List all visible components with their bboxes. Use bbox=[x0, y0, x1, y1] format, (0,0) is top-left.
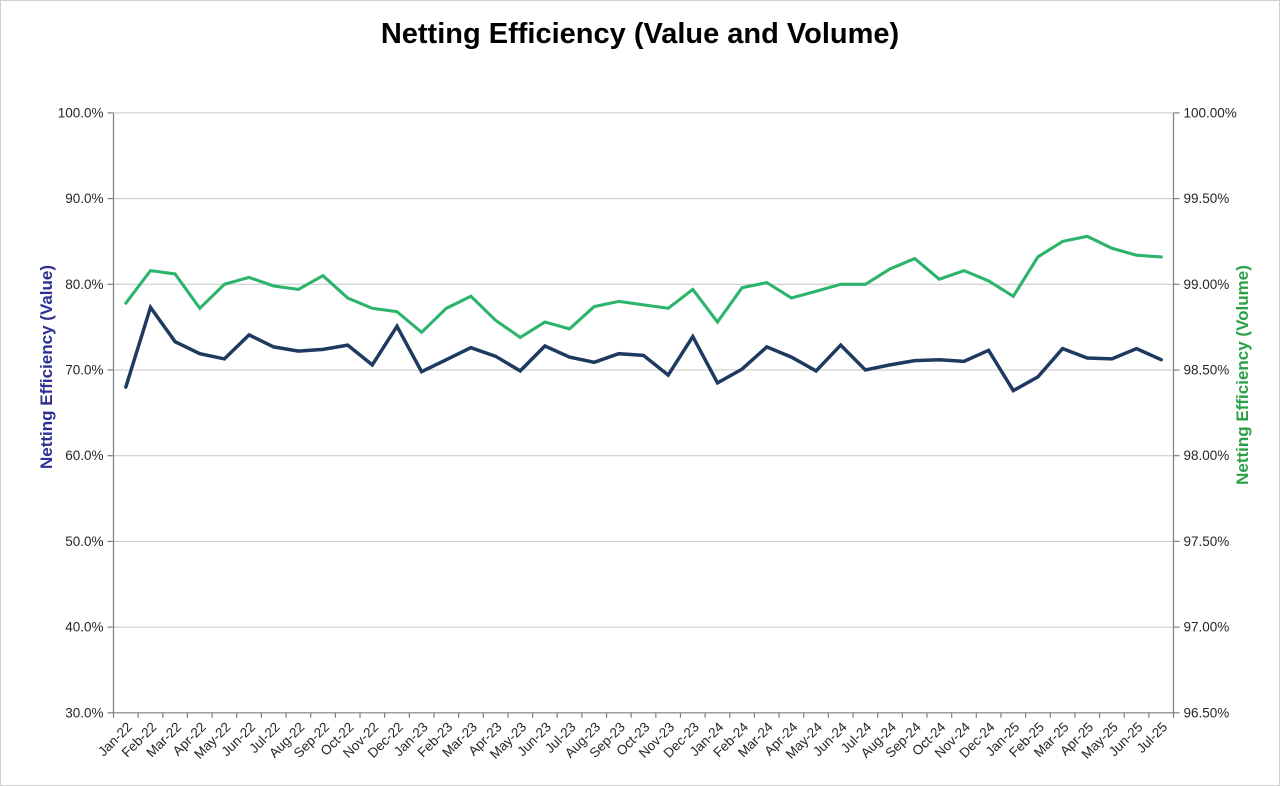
left-axis-tick-label: 60.0% bbox=[65, 448, 103, 463]
left-axis-tick-label: 70.0% bbox=[65, 363, 103, 378]
right-axis-tick-label: 99.00% bbox=[1184, 277, 1230, 292]
right-axis-tick-label: 100.00% bbox=[1184, 105, 1237, 120]
right-axis-tick-label: 96.50% bbox=[1184, 705, 1230, 720]
right-axis-tick-label: 99.50% bbox=[1184, 191, 1230, 206]
left-axis-tick-label: 30.0% bbox=[65, 705, 103, 720]
left-axis-tick-label: 50.0% bbox=[65, 534, 103, 549]
left-axis-tick-label: 40.0% bbox=[65, 620, 103, 635]
right-axis-tick-label: 98.50% bbox=[1184, 363, 1230, 378]
left-axis-tick-label: 100.0% bbox=[58, 105, 104, 120]
left-axis-tick-label: 90.0% bbox=[65, 191, 103, 206]
chart-title: Netting Efficiency (Value and Volume) bbox=[380, 18, 900, 50]
left-axis-tick-label: 80.0% bbox=[65, 277, 103, 292]
right-axis-tick-label: 98.00% bbox=[1184, 448, 1230, 463]
right-axis-tick-label: 97.50% bbox=[1184, 534, 1230, 549]
value-series-line bbox=[124, 303, 1163, 393]
right-axis-tick-label: 97.00% bbox=[1184, 620, 1230, 635]
volume-series-line bbox=[124, 234, 1163, 340]
